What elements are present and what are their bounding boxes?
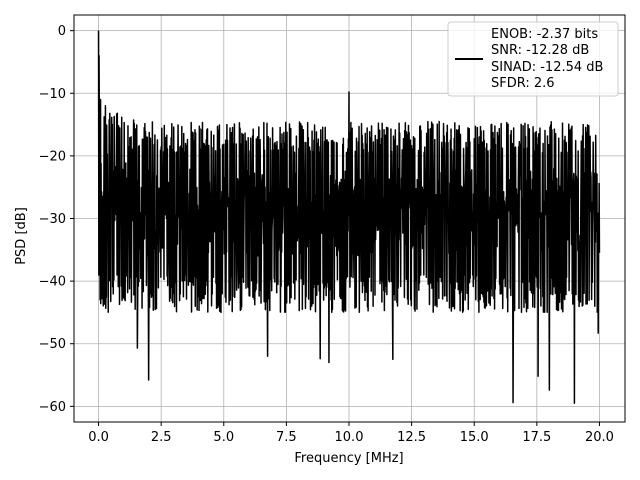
legend-sinad: SINAD: -12.54 dB [491, 60, 603, 75]
legend-enob: ENOB: -2.37 bits [491, 27, 598, 42]
y-axis-label: PSD [dB] [14, 207, 29, 265]
x-tick-label: 5.0 [213, 430, 234, 445]
y-axis-ticks: 0 −10 −20 −30 −40 −50 −60 [39, 24, 74, 415]
x-tick-label: 12.5 [397, 430, 426, 445]
y-tick-label: −50 [39, 337, 66, 352]
x-tick-label: 17.5 [522, 430, 551, 445]
x-tick-label: 7.5 [276, 430, 297, 445]
legend-snr: SNR: -12.28 dB [491, 43, 589, 58]
y-tick-label: −10 [39, 87, 66, 102]
legend-box [447, 21, 619, 97]
x-tick-label: 15.0 [460, 430, 489, 445]
y-tick-label: −30 [39, 212, 66, 227]
x-tick-label: 10.0 [335, 430, 364, 445]
x-tick-label: 0.0 [88, 430, 109, 445]
x-axis-label: Frequency [MHz] [294, 451, 403, 466]
x-tick-label: 20.0 [585, 430, 614, 445]
psd-series [97, 30, 601, 404]
legend: ENOB: -2.37 bits SNR: -12.28 dB SINAD: -… [447, 21, 619, 97]
y-tick-label: −40 [39, 275, 66, 290]
x-axis-ticks: 0.0 2.5 5.0 7.5 10.0 12.5 15.0 17.5 20.0 [88, 422, 614, 445]
y-tick-label: 0 [58, 24, 66, 39]
legend-sfdr: SFDR: 2.6 [491, 76, 555, 91]
psd-trace [97, 30, 601, 404]
x-tick-label: 2.5 [151, 430, 172, 445]
y-tick-label: −20 [39, 149, 66, 164]
y-tick-label: −60 [39, 400, 66, 415]
